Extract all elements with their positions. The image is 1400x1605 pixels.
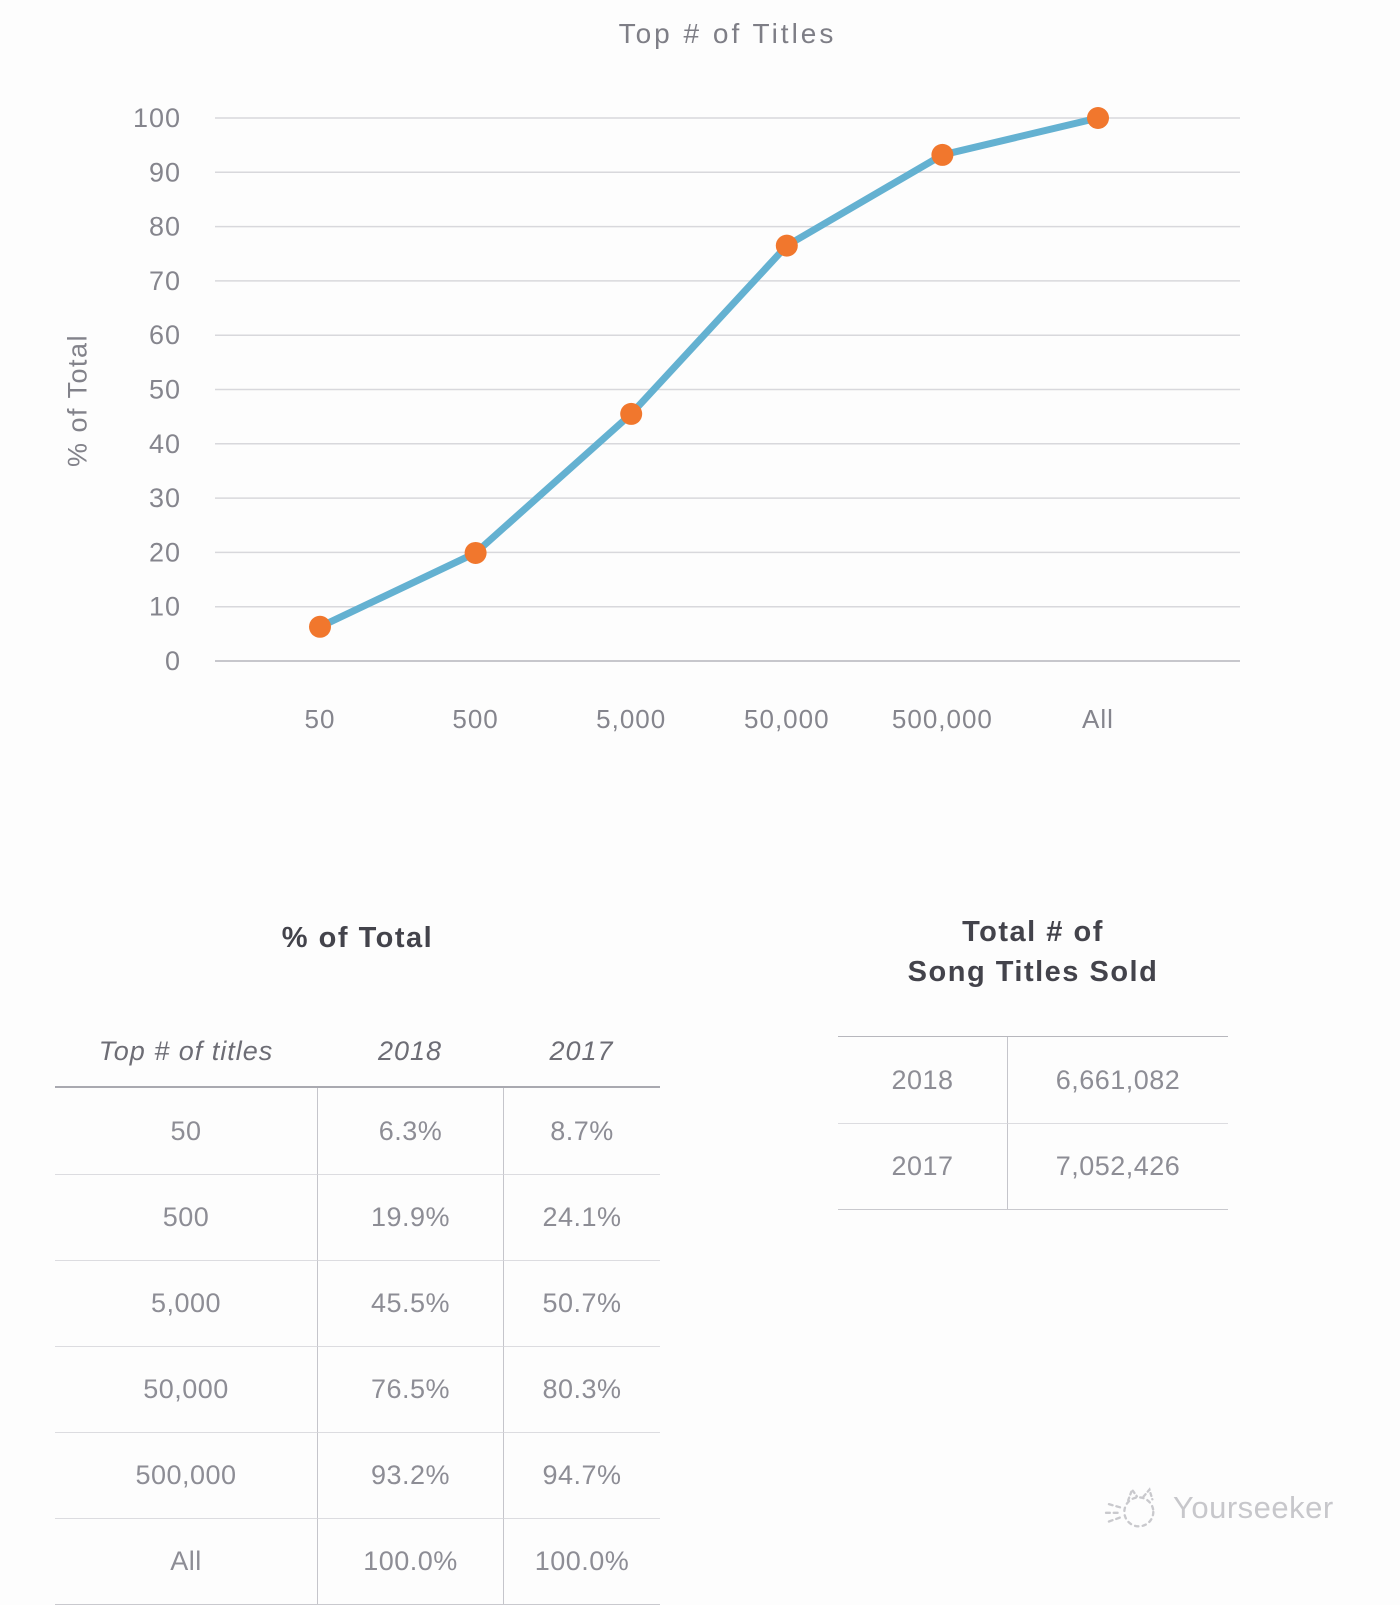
pct-table-cell: 50,000 xyxy=(55,1346,317,1432)
total-song-titles-table: Total # of Song Titles Sold 2018 6,661,08… xyxy=(838,912,1228,1211)
pct-table-cell: 24.1% xyxy=(503,1174,660,1261)
pct-table-body: 50 6.3% 8.7% 500 19.9% 24.1% 5,000 45.5% 50.7% 50… xyxy=(55,1088,660,1605)
pct-table-cell: 80.3% xyxy=(503,1346,660,1433)
y-tick-label: 100 xyxy=(133,103,181,133)
y-tick-label: 90 xyxy=(149,157,181,187)
totals-table-title: Total # of Song Titles Sold xyxy=(838,912,1228,992)
yourseeker-label: Yourseeker xyxy=(1173,1490,1334,1525)
y-tick-label: 20 xyxy=(149,537,181,567)
cat-doodle-icon xyxy=(1104,1487,1155,1528)
pct-table-cell: 19.9% xyxy=(317,1174,503,1261)
y-tick-label: 0 xyxy=(165,646,181,676)
data-point-All xyxy=(1087,107,1109,129)
pct-table-title: % of Total xyxy=(281,922,434,954)
x-tick-label: 50,000 xyxy=(744,704,830,734)
x-tick-label: 500,000 xyxy=(892,704,993,734)
y-tick-label: 60 xyxy=(149,320,181,350)
data-point-50,000 xyxy=(775,234,798,257)
y-tick-label: 30 xyxy=(149,483,181,513)
pct-table-col-header: Top # of titles xyxy=(98,1035,274,1066)
pct-table-cell: 76.5% xyxy=(317,1346,503,1433)
data-point-500 xyxy=(464,541,487,564)
series-line-2018 xyxy=(316,114,1102,631)
y-tick-label: 10 xyxy=(149,592,181,622)
y-gridlines xyxy=(215,117,1240,662)
x-tick-label: 500 xyxy=(452,704,498,734)
pct-table-cell: All xyxy=(55,1518,317,1604)
totals-table-title-line2: Song Titles Sold xyxy=(907,956,1159,989)
totals-table-cell: 2018 xyxy=(891,1064,954,1095)
pct-table-cell: 50.7% xyxy=(503,1260,660,1347)
pct-table-col-header: 2017 xyxy=(549,1035,614,1066)
x-tick-label: 5,000 xyxy=(596,704,666,734)
chart-title: Top # of Titles xyxy=(618,18,837,49)
totals-table-cell: 2017 xyxy=(838,1123,1007,1209)
pct-table-header-row: Top # of titles 2018 2017 xyxy=(55,1016,660,1086)
totals-table-body: 2018 6,661,082 2017 7,052,426 xyxy=(838,1036,1228,1211)
pct-table-cell: 100.0% xyxy=(503,1518,660,1605)
pct-table-cell: 5,000 xyxy=(55,1260,317,1346)
pct-table-cell: 94.7% xyxy=(503,1432,660,1519)
y-tick-label: 70 xyxy=(149,266,181,296)
pct-table-cell: 6.3% xyxy=(317,1088,503,1175)
data-point-500,000 xyxy=(931,143,954,166)
totals-table-cell: 7,052,426 xyxy=(1007,1123,1228,1210)
pct-table-cell: 500,000 xyxy=(55,1432,317,1518)
totals-table-title-line1: Total # of xyxy=(962,916,1104,948)
x-tick-label: All xyxy=(1082,704,1114,734)
pct-table-cell: 8.7% xyxy=(503,1088,660,1175)
pct-of-total-table: % of Total Top # of titles 2018 2017 50 6… xyxy=(55,918,660,1605)
yourseeker-logo: Yourseeker xyxy=(1103,1480,1334,1536)
data-point-5,000 xyxy=(620,402,643,425)
y-tick-label: 50 xyxy=(149,375,181,405)
trend-line xyxy=(316,114,1102,631)
totals-table-cell: 6,661,082 xyxy=(1007,1037,1228,1124)
data-points xyxy=(309,107,1109,638)
y-tick-label: 40 xyxy=(149,429,181,459)
y-tick-labels: 0 10 20 30 40 50 60 70 80 90 100 xyxy=(133,103,181,676)
pct-table-cell: 45.5% xyxy=(317,1260,503,1347)
y-tick-label: 80 xyxy=(149,212,181,242)
pct-table-cell: 50 xyxy=(170,1115,202,1146)
data-point-50 xyxy=(309,615,331,638)
pct-table-cell: 500 xyxy=(55,1174,317,1260)
x-tick-labels: 50 500 5,000 50,000 500,000 All xyxy=(305,704,1114,734)
pct-table-cell: 100.0% xyxy=(317,1518,503,1605)
pct-table-cell: 93.2% xyxy=(317,1432,503,1519)
pct-table-col-header: 2018 xyxy=(377,1035,443,1066)
x-tick-label: 50 xyxy=(305,704,336,734)
